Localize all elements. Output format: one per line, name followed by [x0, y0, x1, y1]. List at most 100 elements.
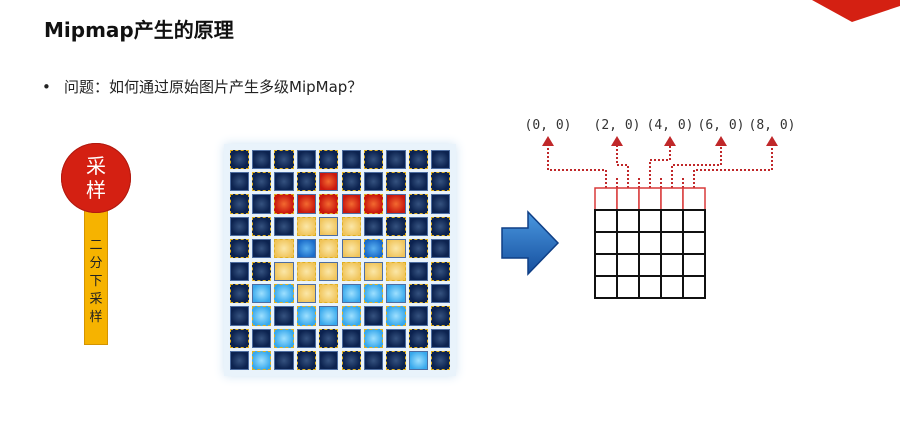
downsampling-bar: 二分下采样 — [84, 210, 108, 345]
pixel-cell — [274, 306, 294, 326]
pixel-cell — [386, 239, 406, 259]
mip-grid-cell — [660, 209, 684, 233]
pixel-cell — [431, 216, 451, 237]
pixel-cell — [386, 283, 406, 304]
pixel-cell — [251, 194, 272, 214]
pixel-cell — [274, 171, 294, 192]
pixel-cell — [408, 306, 429, 326]
mip-grid-cell — [682, 253, 706, 277]
mip-grid-cell — [638, 231, 662, 255]
pixel-cell — [363, 171, 384, 192]
pixel-cell — [229, 261, 249, 281]
mip-grid-cell — [594, 209, 618, 233]
pixel-cell — [319, 171, 339, 192]
dotted-connector — [693, 143, 773, 188]
pixel-cell — [363, 306, 384, 326]
up-arrow-head-icon — [664, 136, 676, 146]
pixel-cell — [431, 149, 451, 169]
pixel-cell — [319, 216, 339, 237]
pixel-cell — [341, 149, 361, 169]
pixel-cell — [408, 283, 429, 304]
pixel-cell — [341, 306, 361, 326]
pixel-cell — [251, 351, 272, 371]
mip-grid-cell — [660, 253, 684, 277]
pixel-cell — [296, 328, 317, 349]
pixel-cell — [319, 328, 339, 349]
pixel-cell — [431, 239, 451, 259]
mip-grid-cell — [616, 209, 640, 233]
pixel-cell — [229, 328, 249, 349]
pixel-cell — [363, 149, 384, 169]
pixel-cell — [363, 194, 384, 214]
mip-grid-cell — [616, 231, 640, 255]
pixel-cell — [296, 216, 317, 237]
mip-grid-cell-sampled — [682, 187, 706, 211]
pixel-cell — [341, 283, 361, 304]
pixel-cell — [319, 261, 339, 281]
pixel-cell — [296, 239, 317, 259]
pixel-cell — [386, 194, 406, 214]
pixel-cell — [341, 328, 361, 349]
mip-grid-cell — [638, 253, 662, 277]
pixel-cell — [386, 351, 406, 371]
pixel-cell — [229, 306, 249, 326]
pixel-cell — [229, 351, 249, 371]
pixel-cell — [251, 261, 272, 281]
pixel-cell — [319, 283, 339, 304]
question-bullet: • 问题：如何通过原始图片产生多级MipMap？ — [42, 76, 362, 97]
pixel-cell — [431, 194, 451, 214]
downsampling-bar-label: 二分下采样 — [89, 238, 103, 325]
pixel-cell — [341, 261, 361, 281]
right-arrow-icon — [501, 210, 560, 276]
coord-label: (0, 0) — [525, 118, 572, 133]
pixel-cell — [431, 328, 451, 349]
sampling-circle: 采样 — [61, 143, 131, 213]
mip-grid-cell — [682, 231, 706, 255]
pixel-cell — [319, 149, 339, 169]
pixel-cell — [386, 328, 406, 349]
pixel-cell — [251, 239, 272, 259]
mip-grid-cell — [660, 275, 684, 299]
pixel-cell — [319, 239, 339, 259]
mip-grid-cell — [682, 209, 706, 233]
pixel-cell — [341, 194, 361, 214]
pixel-cell — [386, 216, 406, 237]
pixel-cell — [229, 283, 249, 304]
coord-label: (4, 0) — [647, 118, 694, 133]
pixel-cell — [296, 283, 317, 304]
pixel-cell — [431, 306, 451, 326]
up-arrow-head-icon — [715, 136, 727, 146]
up-arrow-head-icon — [542, 136, 554, 146]
mip-grid-cell — [594, 231, 618, 255]
pixel-cell — [251, 328, 272, 349]
mip-grid-cell-sampled — [638, 187, 662, 211]
pixel-cell — [296, 351, 317, 371]
pixel-cell — [408, 171, 429, 192]
pixel-cell — [274, 149, 294, 169]
pixel-cell — [319, 194, 339, 214]
pixel-cell — [251, 283, 272, 304]
mip-grid-cell-sampled — [594, 187, 618, 211]
coord-label: (2, 0) — [594, 118, 641, 133]
pixel-cell — [251, 306, 272, 326]
pixel-cell — [274, 194, 294, 214]
pixel-cell — [386, 149, 406, 169]
pixel-cell — [363, 351, 384, 371]
pixel-cell — [363, 261, 384, 281]
pixel-cell — [274, 261, 294, 281]
pixel-cell — [408, 216, 429, 237]
pixel-cell — [363, 283, 384, 304]
pixel-cell — [319, 351, 339, 371]
pixel-cell — [431, 351, 451, 371]
pixel-cell — [363, 328, 384, 349]
pixel-cell — [341, 171, 361, 192]
pixel-cell — [274, 351, 294, 371]
pixel-cell — [363, 216, 384, 237]
sampling-circle-label: 采样 — [86, 154, 106, 202]
pixel-cell — [341, 216, 361, 237]
pixel-cell — [319, 306, 339, 326]
mip-grid-cell — [616, 275, 640, 299]
mip-grid-cell — [594, 253, 618, 277]
original-image-pixel-grid — [224, 144, 456, 376]
mip-grid-cell — [638, 209, 662, 233]
